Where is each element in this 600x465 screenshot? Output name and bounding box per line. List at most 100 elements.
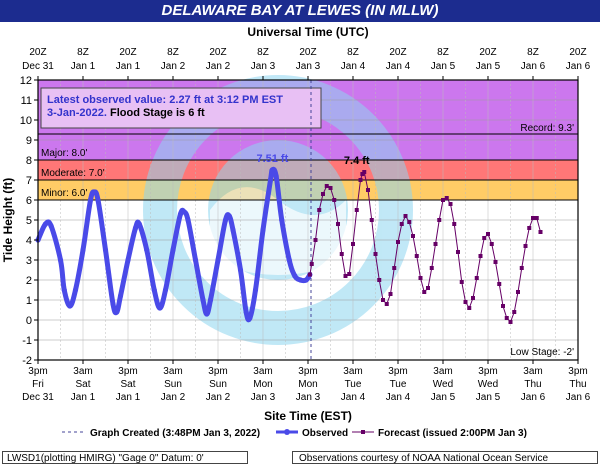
observed-point	[185, 217, 191, 223]
top-tick-label: 8Z	[347, 47, 359, 58]
observed-point	[110, 301, 116, 307]
top-tick-label: 20Z	[299, 47, 316, 58]
observed-point	[87, 197, 94, 203]
y-tick-label: 6	[26, 195, 32, 207]
bottom-tick-time: 3am	[73, 366, 92, 377]
observed-point	[204, 311, 210, 317]
forecast-point	[351, 242, 355, 246]
forecast-point	[426, 286, 430, 290]
bottom-tick-date: Jan 2	[161, 392, 186, 403]
observed-point	[230, 227, 236, 233]
top-tick-date: Jan 3	[296, 61, 321, 72]
bottom-tick-day: Wed	[433, 379, 453, 390]
forecast-point	[482, 236, 487, 240]
forecast-point	[388, 292, 393, 296]
bottom-tick-time: 3pm	[298, 366, 317, 377]
observed-point	[286, 257, 292, 263]
forecast-point	[403, 214, 408, 218]
observed-point	[67, 303, 73, 309]
top-tick-label: 8Z	[527, 47, 539, 58]
forecast-point	[418, 276, 423, 280]
y-tick-label: -2	[22, 355, 32, 367]
seal-wave	[210, 187, 346, 275]
bottom-tick-time: 3am	[163, 366, 182, 377]
top-tick-date: Jan 1	[71, 61, 96, 72]
forecast-point	[362, 170, 367, 174]
observed-point	[57, 257, 64, 263]
forecast-point	[437, 218, 442, 222]
bottom-tick-day: Mon	[253, 379, 272, 390]
y-tick-label: -1	[22, 335, 32, 347]
top-axis-title: Universal Time (UTC)	[247, 25, 368, 39]
forecast-point	[459, 280, 464, 284]
forecast-point	[504, 316, 509, 320]
forecast-point	[396, 240, 400, 244]
forecast-point	[317, 208, 322, 212]
top-tick-label: 20Z	[569, 47, 586, 58]
bottom-tick-day: Wed	[478, 379, 498, 390]
forecast-point	[377, 278, 382, 282]
bottom-tick-day: Sat	[120, 379, 135, 390]
y-tick-label: 3	[26, 255, 32, 267]
forecast-point	[508, 320, 513, 324]
top-tick-date: Jan 5	[431, 61, 456, 72]
forecast-point	[527, 226, 532, 230]
bottom-tick-day: Sat	[75, 379, 90, 390]
observed-point	[292, 273, 298, 279]
forecast-point	[493, 260, 498, 264]
forecast-point	[328, 186, 333, 190]
bottom-tick-time: 3pm	[208, 366, 227, 377]
bottom-tick-day: Sun	[164, 379, 182, 390]
forecast-point	[373, 252, 378, 256]
bottom-tick-day: Thu	[524, 379, 541, 390]
observed-point	[297, 277, 304, 283]
observed-point	[48, 223, 54, 229]
y-axis-title: Tide Height (ft)	[1, 178, 15, 262]
forecast-point	[384, 302, 389, 306]
forecast-point	[444, 196, 449, 200]
forecast-point	[489, 242, 494, 246]
top-tick-date: Jan 2	[206, 61, 231, 72]
observed-point	[102, 247, 109, 253]
minor-label: Minor: 6.0'	[41, 188, 87, 199]
bottom-tick-date: Jan 2	[206, 392, 231, 403]
forecast-point	[456, 250, 460, 254]
observed-point	[222, 217, 229, 223]
top-tick-date: Jan 2	[161, 61, 186, 72]
bottom-tick-day: Thu	[569, 379, 586, 390]
observed-point	[157, 305, 163, 311]
forecast-point	[429, 266, 434, 270]
forecast-point	[467, 306, 472, 310]
legend-observed-marker	[284, 429, 290, 435]
top-tick-label: 20Z	[479, 47, 496, 58]
observed-point	[226, 213, 232, 219]
forecast-point	[422, 290, 427, 294]
forecast-point	[441, 198, 445, 202]
legend-forecast-label: Forecast (issued 2:00PM Jan 3)	[378, 428, 527, 439]
forecast-point	[307, 272, 312, 277]
observed-point	[267, 177, 274, 183]
forecast-point	[452, 222, 457, 226]
bottom-tick-time: 3am	[523, 366, 542, 377]
forecast-point	[463, 300, 468, 304]
observed-point	[117, 293, 124, 299]
y-tick-label: 2	[26, 275, 32, 287]
bottom-tick-time: 3pm	[118, 366, 137, 377]
info-box	[40, 87, 322, 129]
forecast-point	[309, 262, 314, 266]
forecast-point	[538, 230, 543, 234]
info-box-line2: 3-Jan-2022. Flood Stage is 6 ft	[47, 107, 205, 119]
bottom-tick-date: Jan 3	[251, 392, 276, 403]
forecast-point	[336, 222, 340, 226]
bottom-tick-time: 3am	[433, 366, 452, 377]
forecast-point	[474, 276, 479, 280]
bottom-tick-date: Jan 5	[476, 392, 501, 403]
forecast-point	[332, 198, 337, 202]
observed-point	[162, 287, 169, 293]
bottom-tick-day: Tue	[345, 379, 362, 390]
bottom-tick-time: 3pm	[478, 366, 497, 377]
observed-point	[144, 247, 150, 253]
top-tick-label: 8Z	[257, 47, 269, 58]
observed-point	[125, 257, 131, 263]
